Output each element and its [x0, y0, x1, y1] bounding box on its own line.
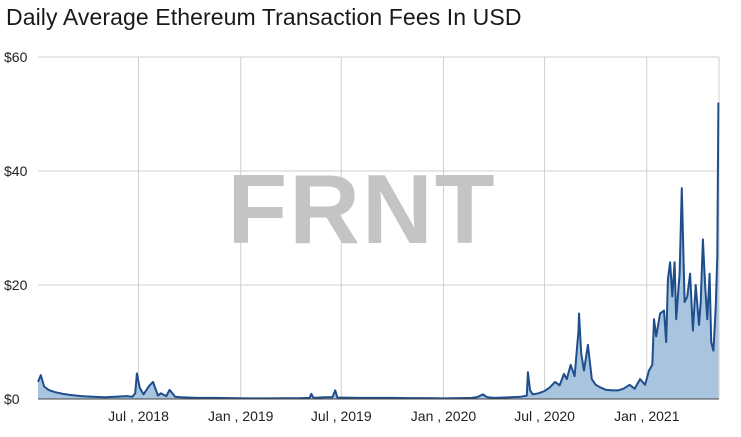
- x-tick-label: Jul , 2020: [514, 408, 575, 424]
- y-tick-label: $60: [4, 49, 28, 65]
- x-tick-label: Jul , 2019: [311, 408, 372, 424]
- chart-title: Daily Average Ethereum Transaction Fees …: [6, 4, 522, 30]
- line-layer: [37, 102, 720, 400]
- grid-lines: [38, 56, 720, 399]
- y-axis-ticks: $0 $20 $40 $60: [4, 49, 28, 407]
- series-line: [37, 102, 720, 400]
- x-tick-label: Jul , 2018: [108, 408, 169, 424]
- y-tick-label: $0: [4, 391, 20, 407]
- y-tick-label: $40: [4, 163, 28, 179]
- x-tick-label: Jan , 2020: [411, 408, 477, 424]
- x-tick-label: Jan , 2021: [614, 408, 680, 424]
- y-tick-label: $20: [4, 277, 28, 293]
- watermark-frnt: FRNT: [227, 154, 496, 264]
- x-tick-label: Jan , 2019: [208, 408, 274, 424]
- x-axis-ticks: Jul , 2018 Jan , 2019 Jul , 2019 Jan , 2020…: [108, 408, 680, 424]
